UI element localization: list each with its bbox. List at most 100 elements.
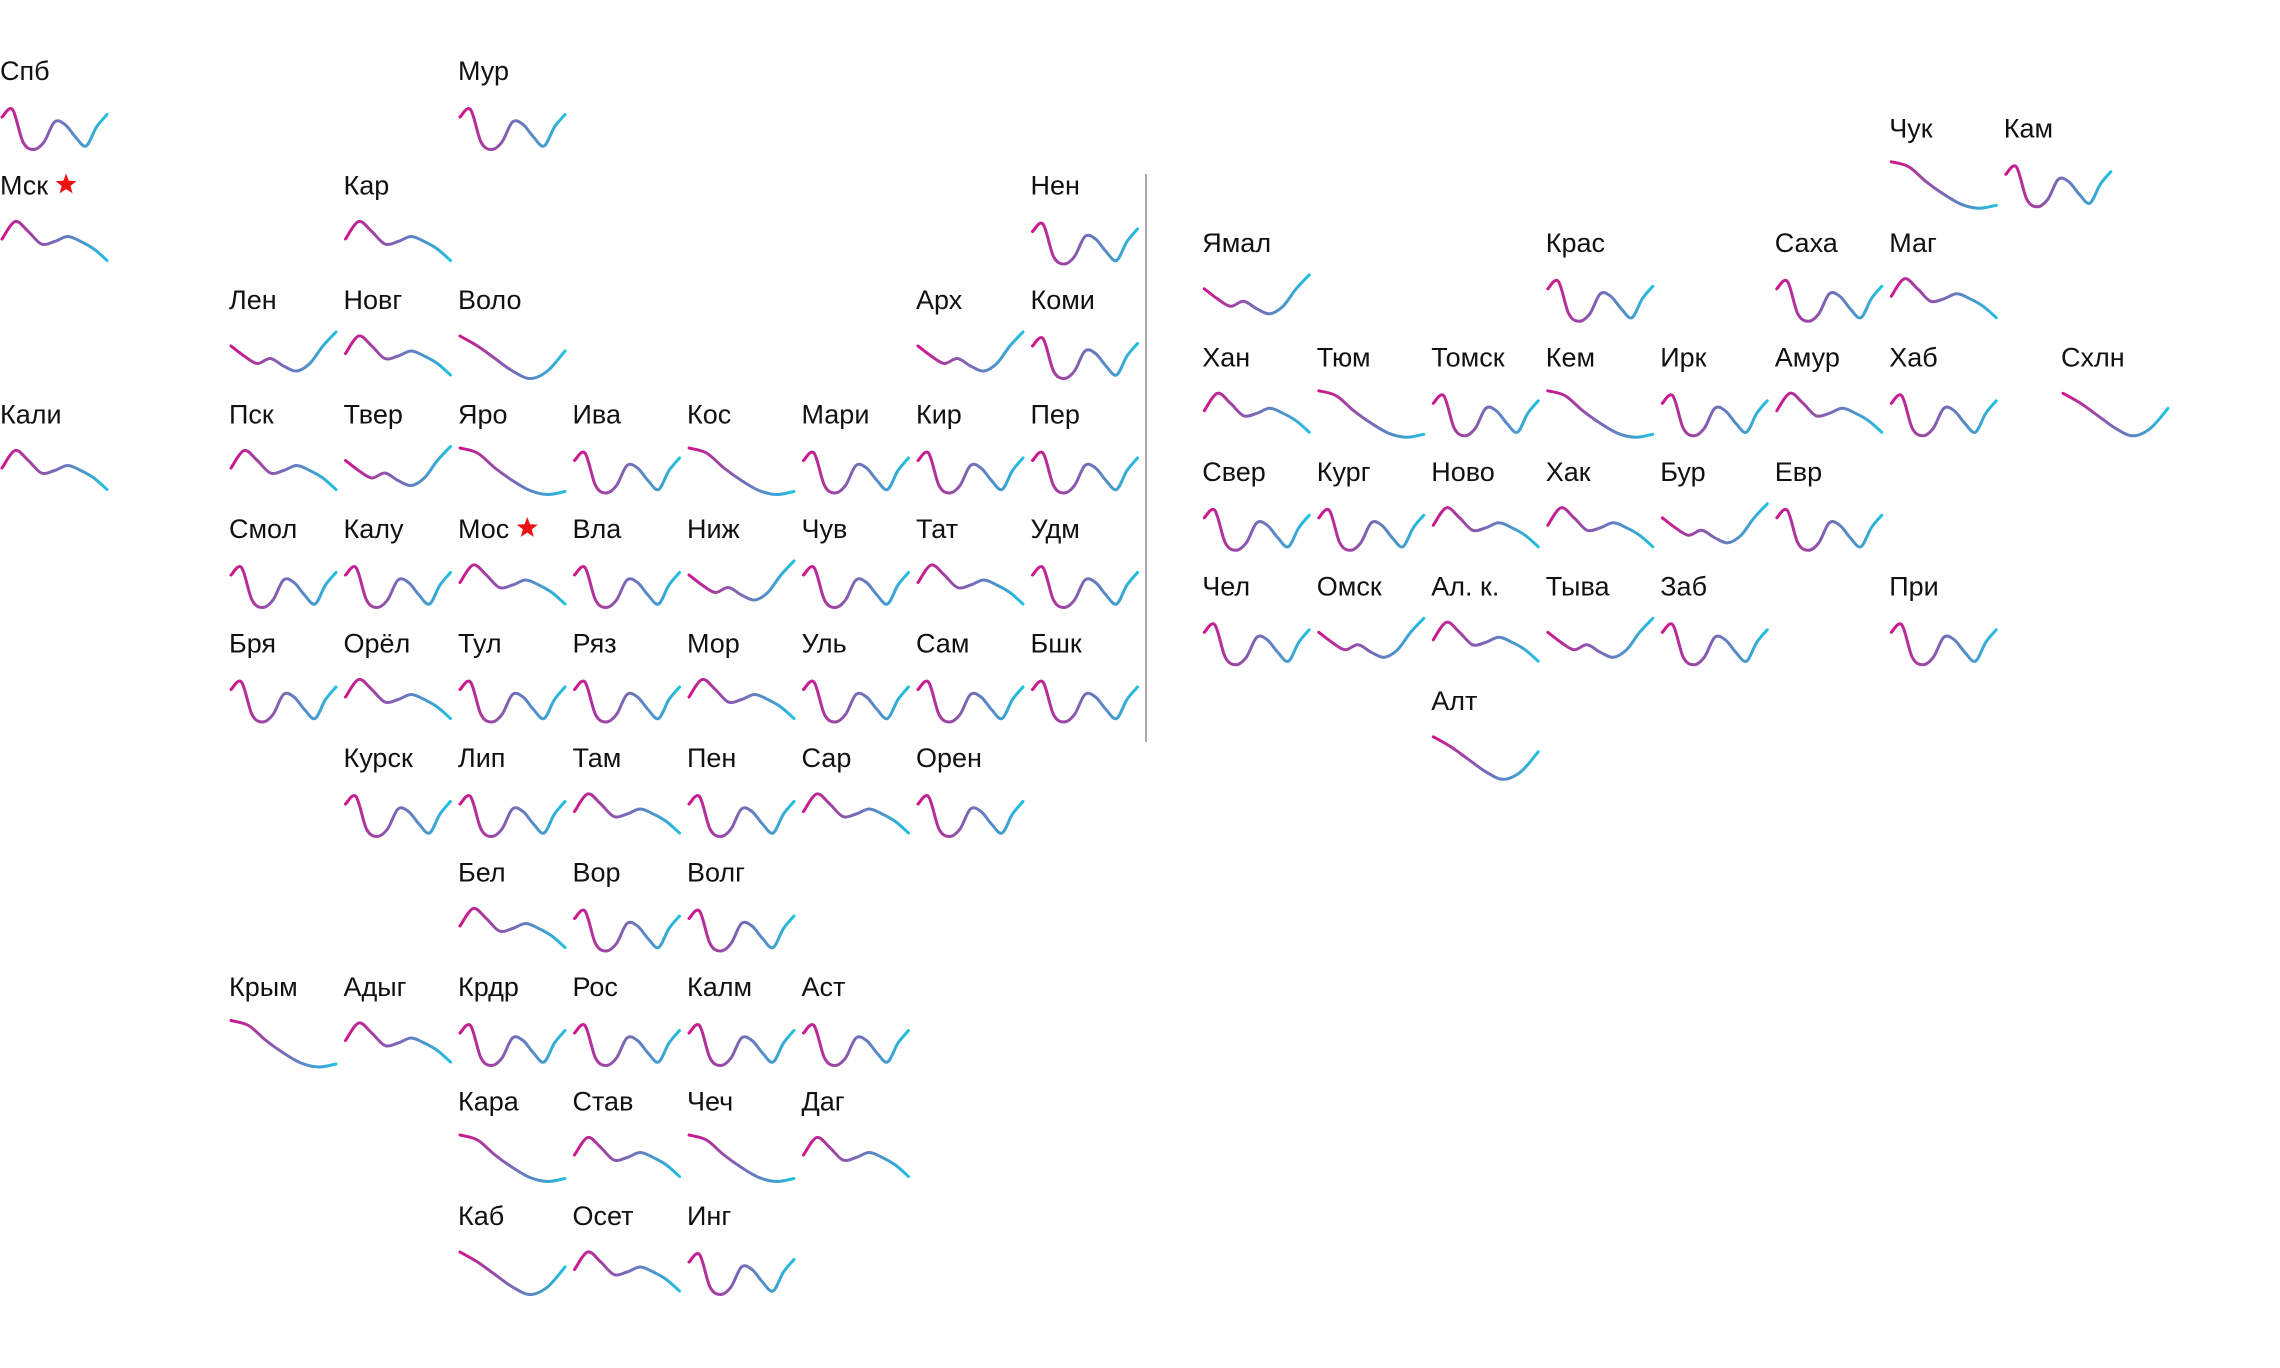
- region-sparkline: [458, 1250, 567, 1296]
- region-sparkline: [1775, 391, 1884, 434]
- region-sparkline: [2061, 391, 2170, 438]
- capital-star-icon: [516, 517, 538, 537]
- region-sparkline: [802, 450, 910, 495]
- region-sparkline: [1889, 160, 1998, 210]
- region-cell: Вла: [573, 514, 681, 609]
- region-sparkline: [916, 450, 1025, 495]
- region-cell: Хак: [1546, 457, 1655, 549]
- region-label: Чеч: [687, 1087, 733, 1117]
- region-label: Бел: [458, 858, 506, 888]
- region-label: Лен: [229, 285, 277, 315]
- region-label: Нен: [1031, 171, 1080, 201]
- region-cell: Кара: [458, 1087, 567, 1184]
- capital-star-icon: [55, 173, 77, 194]
- region-sparkline: [458, 794, 567, 838]
- region-sparkline: [916, 563, 1025, 606]
- region-sparkline: [229, 448, 338, 491]
- region-sparkline: [802, 792, 910, 835]
- region-sparkline: [0, 107, 109, 151]
- region-cell: Ал. к.: [1431, 571, 1540, 663]
- region-label: Новг: [344, 285, 403, 315]
- region-cell: Алт: [1431, 686, 1540, 781]
- region-cell: Лип: [458, 743, 567, 838]
- region-cell: Сар: [802, 743, 910, 835]
- region-cell: Крым: [229, 972, 338, 1069]
- region-cell: Мари: [802, 400, 910, 495]
- region-label: При: [1889, 571, 1939, 601]
- region-cell: Пск: [229, 400, 338, 491]
- region-cell: Каб: [458, 1201, 567, 1296]
- region-cell: Крас: [1546, 228, 1655, 323]
- region-cell: Даг: [802, 1087, 910, 1178]
- region-cell: Бря: [229, 629, 338, 724]
- region-label: Кам: [2004, 113, 2053, 143]
- region-label: Ирк: [1660, 342, 1706, 372]
- region-sparkline: [573, 1023, 681, 1067]
- region-cell: Ряз: [573, 629, 681, 724]
- region-sparkline: [458, 563, 567, 606]
- region-sparkline: [573, 679, 681, 724]
- region-label: Яро: [458, 400, 508, 430]
- region-label: Орёл: [344, 629, 411, 659]
- region-cell: Пен: [687, 743, 796, 838]
- region-cell: Омск: [1317, 571, 1426, 659]
- region-cell: Кир: [916, 400, 1025, 495]
- region-label: Калу: [344, 514, 404, 544]
- region-label: Мари: [802, 400, 870, 430]
- region-sparkline: [1546, 389, 1655, 439]
- region-sparkline: [344, 334, 452, 377]
- region-cell: Схлн: [2061, 342, 2170, 438]
- region-cell: Аст: [802, 972, 910, 1067]
- region-sparkline: [0, 219, 109, 262]
- region-label: Хаб: [1889, 342, 1938, 372]
- region-sparkline: [458, 1023, 567, 1067]
- region-sparkline: [687, 559, 796, 602]
- region-cell: Мск: [0, 171, 109, 262]
- region-cell: Осет: [573, 1201, 681, 1293]
- region-sparkline: [344, 794, 452, 838]
- region-label: Мор: [687, 629, 740, 659]
- region-sparkline: [1431, 735, 1540, 781]
- region-sparkline: [573, 450, 681, 495]
- region-label: Калм: [687, 972, 752, 1002]
- region-label: Крас: [1546, 228, 1605, 258]
- region-label: Кара: [458, 1087, 520, 1117]
- region-label: Даг: [802, 1087, 845, 1117]
- region-label: Курск: [344, 743, 413, 773]
- region-cell: Сам: [916, 629, 1025, 724]
- region-sparkline: [573, 908, 681, 953]
- region-sparkline: [1889, 393, 1998, 438]
- region-cell: Хаб: [1889, 342, 1998, 438]
- region-label: Спб: [0, 56, 50, 86]
- region-sparkline: [229, 330, 338, 373]
- region-sparkline: [458, 906, 567, 949]
- region-label: Воло: [458, 285, 522, 315]
- region-cell: Адыг: [344, 972, 452, 1064]
- region-label: Томск: [1431, 342, 1504, 372]
- region-sparkline: [1546, 506, 1655, 549]
- region-sparkline: [1775, 278, 1884, 323]
- region-label: Крым: [229, 972, 298, 1002]
- region-label: Алт: [1431, 686, 1477, 716]
- region-sparkline: [687, 1133, 796, 1184]
- region-cell: Ямал: [1202, 228, 1311, 316]
- region-label: Кург: [1317, 457, 1371, 487]
- region-sparkline: [458, 107, 567, 151]
- region-label: Сар: [802, 743, 852, 773]
- region-label: Чел: [1202, 571, 1250, 601]
- region-sparkline: [1317, 389, 1426, 439]
- region-cell: Лен: [229, 285, 338, 373]
- region-label: Хак: [1546, 457, 1591, 487]
- region-cell: Тул: [458, 629, 567, 724]
- region-cell: Мур: [458, 56, 567, 151]
- region-sparkline: [1202, 391, 1311, 434]
- region-sparkline: [344, 445, 452, 488]
- region-label: Хан: [1202, 342, 1250, 372]
- region-label: Крдр: [458, 972, 519, 1002]
- region-sparkline: [1546, 278, 1655, 323]
- region-sparkline: [802, 1135, 910, 1178]
- region-label: Орен: [916, 743, 982, 773]
- region-sparkline: [344, 565, 452, 609]
- region-label: Евр: [1775, 457, 1822, 487]
